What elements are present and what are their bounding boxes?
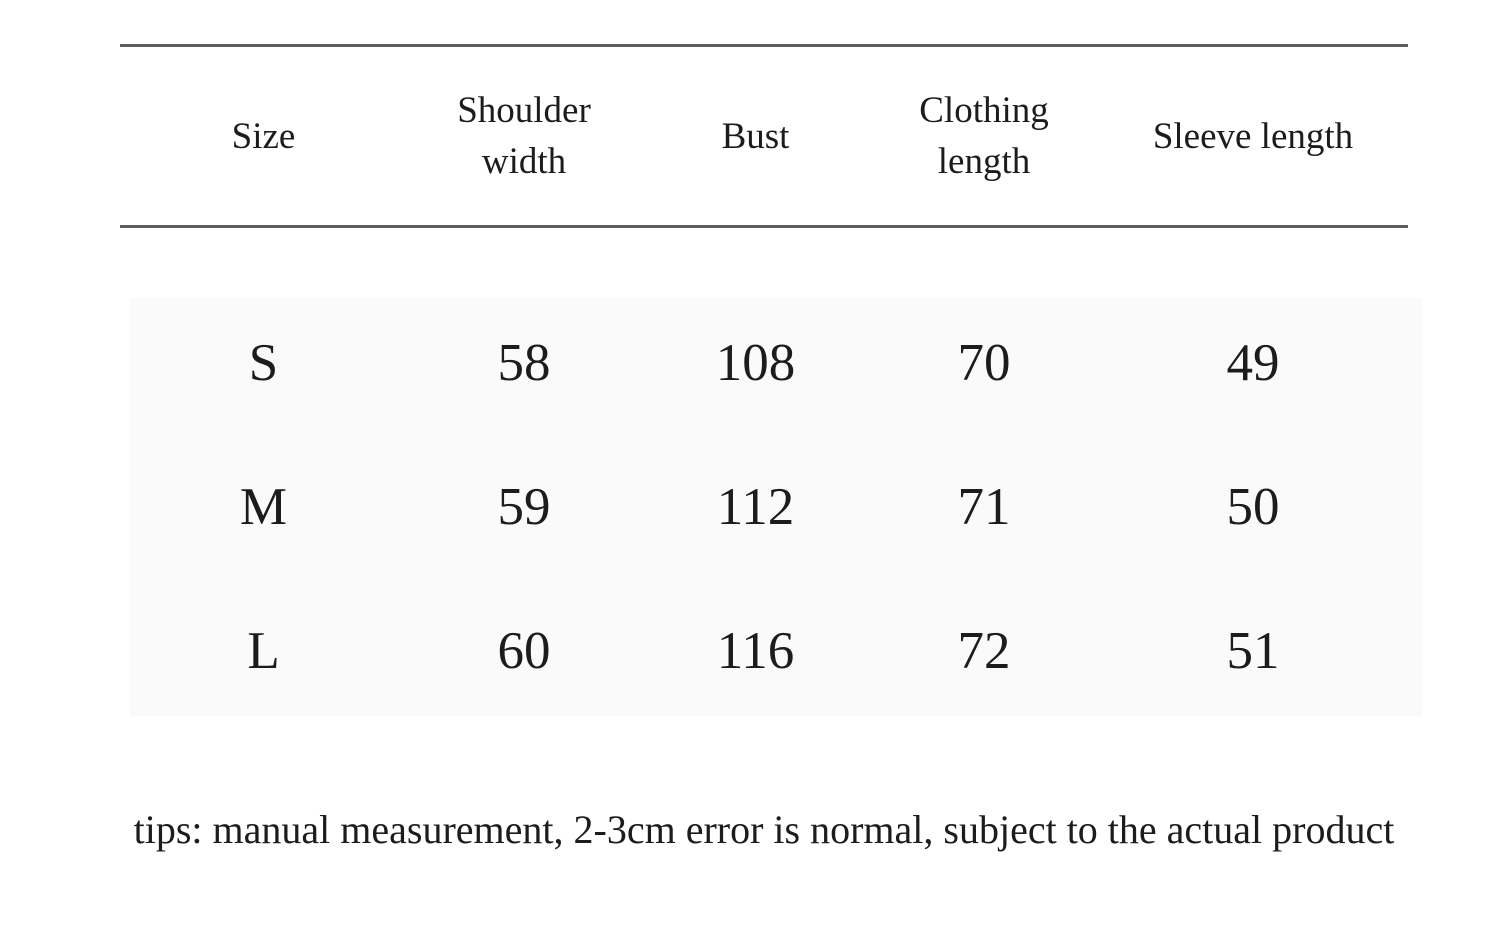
- shoulder-width-cell: 59: [497, 477, 551, 536]
- size-cell: M: [239, 477, 288, 536]
- clothing-length-cell: 72: [957, 621, 1011, 680]
- body-background-band: [130, 298, 1422, 716]
- header-row: Size Shoulder width Bust Clothing length…: [120, 47, 1408, 225]
- bust-cell: 108: [715, 333, 796, 392]
- header-cell-clothing-length: Clothing length: [919, 90, 1049, 182]
- size-cell: S: [248, 333, 279, 392]
- bust-cell: 112: [716, 477, 795, 536]
- size-cell: L: [247, 621, 280, 680]
- bust-cell: 116: [716, 621, 795, 680]
- header-cell-shoulder-width: Shoulder width: [457, 90, 591, 182]
- size-chart: Size Shoulder width Bust Clothing length…: [120, 44, 1408, 723]
- tips-text: tips: manual measurement, 2-3cm error is…: [133, 807, 1395, 852]
- shoulder-width-cell: 60: [497, 621, 551, 680]
- table-row-l: L 60 116 72 51: [120, 579, 1408, 723]
- sleeve-length-cell: 51: [1226, 621, 1280, 680]
- header-cell-size: Size: [231, 115, 296, 157]
- clothing-length-cell: 71: [957, 477, 1011, 536]
- header-rule: [120, 225, 1408, 228]
- table-row-s: S 58 108 70 49: [120, 291, 1408, 435]
- table-body: S 58 108 70 49 M 59 112 71 50 L 60 116 7…: [120, 228, 1408, 723]
- header-cell-sleeve-length: Sleeve length: [1152, 115, 1354, 157]
- shoulder-width-cell: 58: [497, 333, 551, 392]
- header-cell-bust: Bust: [721, 115, 790, 157]
- clothing-length-cell: 70: [957, 333, 1011, 392]
- sleeve-length-cell: 50: [1226, 477, 1280, 536]
- top-rule: [120, 44, 1408, 47]
- table-row-m: M 59 112 71 50: [120, 435, 1408, 579]
- sleeve-length-cell: 49: [1226, 333, 1280, 392]
